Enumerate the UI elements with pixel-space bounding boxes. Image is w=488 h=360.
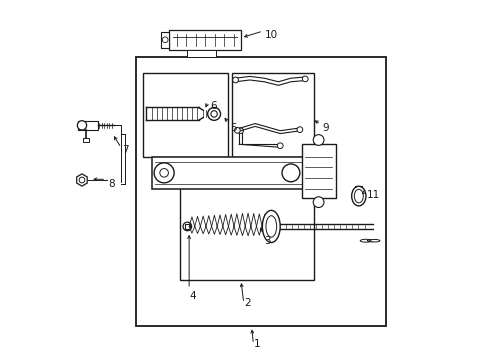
Bar — [169, 30, 241, 50]
Text: 2: 2 — [244, 298, 251, 308]
Ellipse shape — [369, 239, 379, 242]
Circle shape — [210, 111, 217, 117]
Circle shape — [282, 164, 299, 182]
Text: 1: 1 — [253, 339, 260, 349]
Text: 10: 10 — [264, 30, 278, 40]
Bar — [142, 73, 228, 157]
Bar — [301, 144, 335, 198]
Text: 9: 9 — [322, 123, 328, 133]
Bar — [187, 50, 216, 57]
Circle shape — [234, 127, 240, 133]
Text: 3: 3 — [264, 236, 270, 246]
Circle shape — [232, 77, 238, 83]
Circle shape — [237, 128, 243, 134]
Bar — [160, 32, 169, 48]
Ellipse shape — [351, 186, 365, 206]
Ellipse shape — [354, 189, 363, 203]
Text: 7: 7 — [122, 145, 129, 155]
Text: 11: 11 — [366, 190, 380, 201]
Circle shape — [207, 108, 220, 120]
Bar — [78, 121, 98, 130]
Bar — [135, 57, 385, 327]
Bar — [151, 157, 305, 189]
Bar — [180, 184, 313, 280]
Circle shape — [313, 135, 324, 145]
Ellipse shape — [262, 210, 280, 243]
Bar — [82, 138, 89, 143]
Circle shape — [183, 222, 191, 231]
Circle shape — [79, 177, 84, 183]
Circle shape — [160, 168, 168, 177]
Circle shape — [77, 121, 86, 130]
Circle shape — [302, 76, 307, 82]
Text: 5: 5 — [230, 123, 236, 133]
Circle shape — [313, 197, 324, 207]
Ellipse shape — [265, 216, 276, 237]
Bar — [231, 73, 313, 157]
Text: 8: 8 — [108, 179, 114, 189]
Ellipse shape — [360, 239, 371, 242]
Ellipse shape — [366, 240, 374, 242]
Circle shape — [154, 163, 174, 183]
Circle shape — [277, 143, 283, 149]
Circle shape — [296, 127, 302, 132]
Bar — [184, 224, 189, 229]
Text: 6: 6 — [209, 101, 216, 111]
Circle shape — [162, 37, 168, 42]
Text: 4: 4 — [189, 291, 196, 301]
